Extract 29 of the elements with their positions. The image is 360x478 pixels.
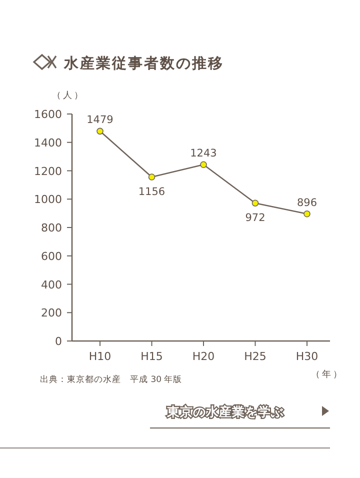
data-label: 1479 [86, 114, 114, 126]
x-tick-label: H20 [192, 350, 215, 363]
y-tick-label: 400 [41, 278, 62, 292]
point [252, 200, 259, 206]
point [200, 161, 207, 168]
x-tick-label: H30 [296, 350, 318, 363]
source-note: 出典：東京都の水産 平成 30 年版 [40, 374, 182, 385]
data-label: 896 [296, 196, 318, 209]
y-tick-label: 1000 [34, 193, 62, 206]
data-label: 1243 [190, 148, 217, 160]
y-tick-label: 1400 [34, 136, 62, 150]
point [304, 210, 310, 218]
point [96, 128, 104, 135]
y-axis-title: （人） [52, 90, 85, 101]
y-tick-label: 600 [41, 250, 62, 263]
x-axis-title: （年） [311, 369, 344, 380]
x-tick-label: H15 [140, 350, 163, 363]
y-tick-label: 800 [41, 222, 62, 234]
data-label: 972 [245, 212, 266, 224]
chart-title: 水産業従事者数の推移 [63, 54, 224, 72]
y-tick-label: 1600 [34, 108, 62, 121]
y-tick-label: 200 [41, 306, 62, 320]
data-label: 1156 [138, 186, 166, 198]
x-tick-label: H10 [88, 350, 112, 363]
y-tick-label: 0 [55, 335, 62, 348]
text: 東京の水産業を学ぶ [166, 404, 284, 419]
point [148, 174, 156, 180]
y-tick-label: 1200 [34, 164, 62, 178]
x-tick-label: H25 [244, 350, 266, 363]
